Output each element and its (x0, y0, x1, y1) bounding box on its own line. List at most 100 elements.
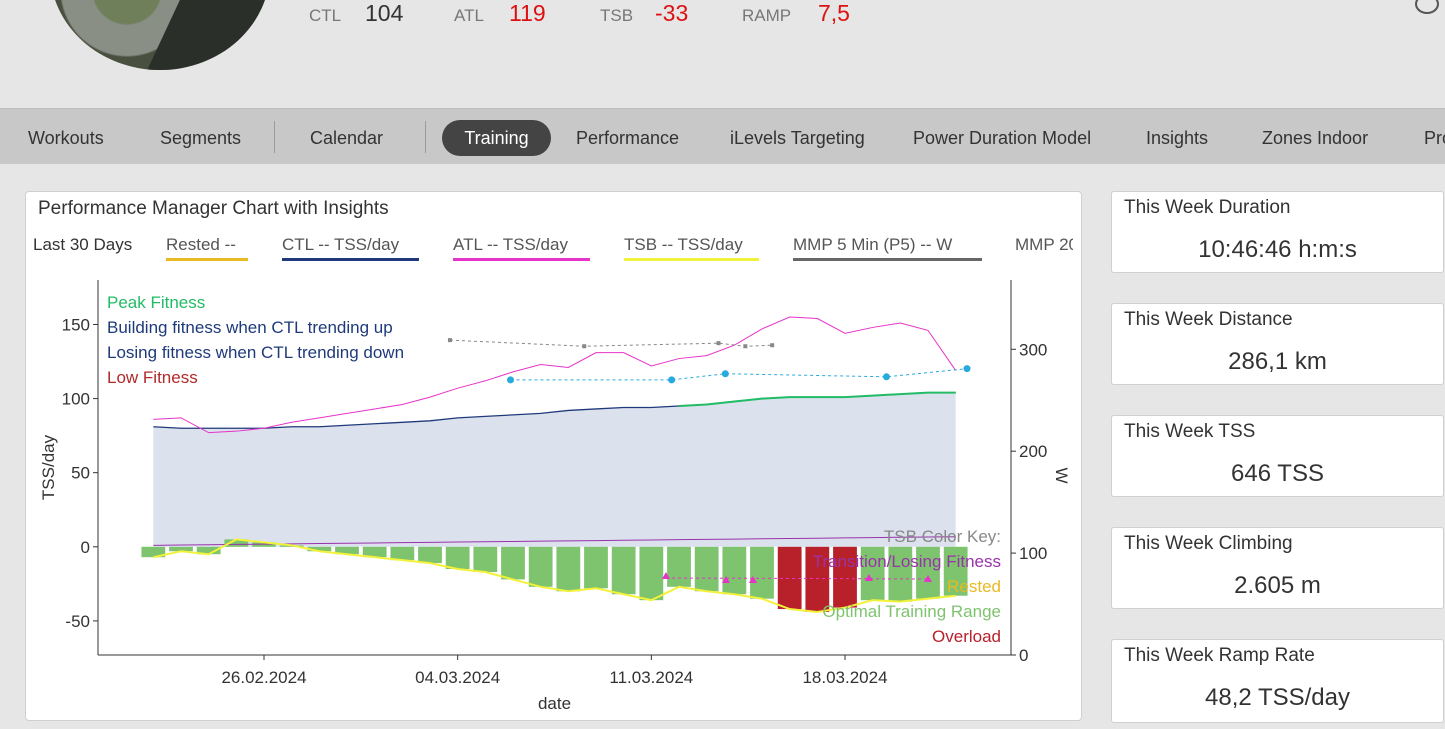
tsb-bar (473, 546, 498, 572)
legend-swatch (624, 258, 759, 261)
tsb-bar (584, 546, 608, 589)
card-title: This Week Duration (1124, 197, 1291, 218)
tsb-bar (196, 546, 221, 555)
card-title: This Week Climbing (1124, 533, 1293, 554)
legend-label: TSB -- TSS/day (624, 235, 743, 254)
tsb-bar (335, 546, 359, 555)
atl-label: ATL (454, 6, 484, 25)
legend-mmp-20[interactable]: MMP 20 (1015, 235, 1073, 257)
tsb-bar (141, 546, 166, 558)
ctl-area (153, 392, 956, 547)
ramp-label: RAMP (742, 6, 792, 25)
nav-insights[interactable]: Insights (1146, 128, 1209, 148)
nav-ilevels-targeting[interactable]: iLevels Targeting (730, 128, 865, 148)
nav-segments[interactable]: Segments (160, 128, 242, 148)
tsb-key-label: Optimal Training Range (822, 602, 1001, 621)
tsb-bar (501, 546, 525, 580)
y-tick-label: 50 (71, 464, 90, 483)
nav-power-duration-model[interactable]: Power Duration Model (913, 128, 1092, 148)
atl-marker (749, 576, 757, 583)
week-tss-card: This Week TSS 646 TSS (1111, 415, 1444, 497)
card-value: 286,1 km (1228, 348, 1327, 375)
performance-chart[interactable]: 150 100 50 0 -50 300 200 100 0 26.02.2024 04.03.20… (26, 272, 1081, 721)
tsb-bar (750, 546, 774, 599)
main-nav: Workouts Segments Calendar Training Perf… (0, 108, 1445, 164)
tsb-bar (777, 546, 802, 610)
mmp-20-point (721, 370, 729, 378)
legend-mmp-5min[interactable]: MMP 5 Min (P5) -- W (793, 235, 982, 261)
tsb-bar (418, 546, 442, 564)
tsb-bar (860, 546, 885, 601)
atl-marker (662, 572, 670, 579)
tsb-bar (445, 546, 470, 570)
legend-swatch (166, 258, 248, 261)
week-distance-card: This Week Distance 286,1 km (1111, 303, 1444, 385)
mmp-5min-line (449, 339, 773, 347)
insight-label: Losing fitness when CTL trending down (107, 343, 404, 362)
tsb-bar (888, 546, 913, 602)
insight-label: Peak Fitness (107, 293, 205, 312)
tsb-bar (943, 546, 968, 596)
mmp-5min-point (743, 344, 748, 349)
y-tick-label: -50 (65, 612, 90, 631)
mmp-5min-point (582, 344, 587, 349)
nav-performance[interactable]: Performance (576, 128, 680, 148)
y-axis-label: TSS/day (39, 434, 58, 500)
card-title: This Week TSS (1124, 421, 1256, 442)
nav-training[interactable]: Training (442, 120, 551, 156)
mmp-20-line (510, 368, 968, 381)
ramp-value: 7,5 (818, 0, 850, 26)
atl-line (153, 316, 957, 434)
tsb-bar (833, 546, 857, 608)
mmp-5min-point (770, 343, 775, 348)
user-settings-icon[interactable] (1415, 0, 1439, 14)
profile-header: CTL 104 ATL 119 TSB -33 RAMP 7,5 (0, 0, 1445, 108)
legend-label: MMP 5 Min (P5) -- W (793, 235, 953, 254)
date-range-selector[interactable]: Last 30 Days (33, 235, 133, 254)
nav-pro[interactable]: Pro (1424, 128, 1445, 148)
x-axis-label: date (538, 694, 571, 713)
legend-label: CTL -- TSS/day (282, 235, 400, 254)
nav-divider (274, 121, 275, 153)
tsb-bar (169, 546, 193, 552)
tsb-bar (362, 546, 387, 558)
tsb-key-label: Rested (947, 577, 1001, 596)
ctl-label: CTL (309, 6, 342, 25)
nav-zones-indoor[interactable]: Zones Indoor (1262, 128, 1369, 148)
nav-calendar[interactable]: Calendar (310, 128, 384, 148)
tsb-bar (667, 546, 691, 587)
nav-divider (425, 121, 426, 153)
x-tick-label: 11.03.2024 (609, 668, 693, 687)
legend-ctl[interactable]: CTL -- TSS/day (282, 235, 419, 261)
y2-tick-label: 300 (1019, 340, 1047, 359)
avatar[interactable] (50, 0, 270, 70)
y-tick-label: 0 (81, 538, 90, 557)
tsb-bar (916, 546, 940, 599)
performance-manager-card: Performance Manager Chart with Insights … (25, 191, 1082, 721)
x-tick-label: 18.03.2024 (802, 668, 887, 687)
tsb-bar (694, 546, 719, 592)
tsb-label: TSB (600, 6, 634, 25)
legend-label: MMP 20 (1015, 235, 1073, 254)
x-tick-label: 04.03.2024 (415, 668, 500, 687)
y2-axis-label: W (1052, 467, 1071, 483)
y2-tick-label: 0 (1019, 646, 1028, 665)
legend-rested[interactable]: Rested -- (166, 235, 248, 261)
mmp-5min-point (716, 341, 721, 346)
atl-marker-line (665, 577, 929, 580)
nav-workouts[interactable]: Workouts (28, 128, 104, 148)
tsb-bar (224, 539, 249, 547)
mmp-20-point (507, 376, 515, 384)
tsb-bar (639, 546, 664, 601)
legend-atl[interactable]: ATL -- TSS/day (453, 235, 590, 261)
card-title: This Week Distance (1124, 309, 1293, 330)
legend-swatch (453, 258, 590, 261)
tsb-bar (390, 546, 415, 561)
tsb-key-label: Transition/Losing Fitness (813, 552, 1001, 571)
legend-swatch (793, 258, 982, 261)
tsb-key-label: Overload (932, 627, 1001, 646)
tsb-bar (611, 546, 636, 595)
week-ramp-rate-card: This Week Ramp Rate 48,2 TSS/day (1111, 639, 1444, 723)
atl-value: 119 (509, 0, 546, 26)
legend-tsb[interactable]: TSB -- TSS/day (624, 235, 759, 261)
